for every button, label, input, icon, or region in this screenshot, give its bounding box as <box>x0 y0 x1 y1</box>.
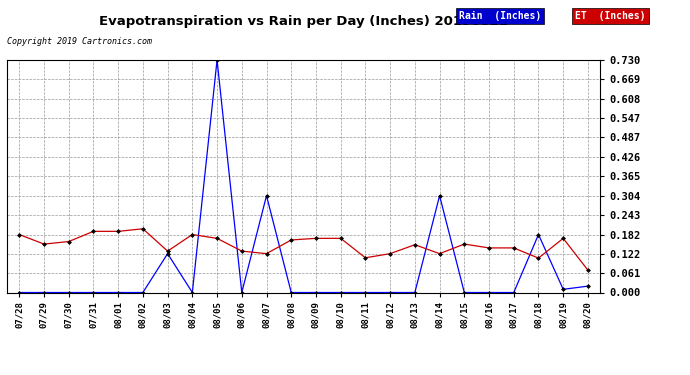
Text: Rain  (Inches): Rain (Inches) <box>459 11 542 21</box>
Text: ET  (Inches): ET (Inches) <box>575 11 646 21</box>
Text: Copyright 2019 Cartronics.com: Copyright 2019 Cartronics.com <box>7 38 152 46</box>
Text: Evapotranspiration vs Rain per Day (Inches) 20190821: Evapotranspiration vs Rain per Day (Inch… <box>99 15 508 28</box>
